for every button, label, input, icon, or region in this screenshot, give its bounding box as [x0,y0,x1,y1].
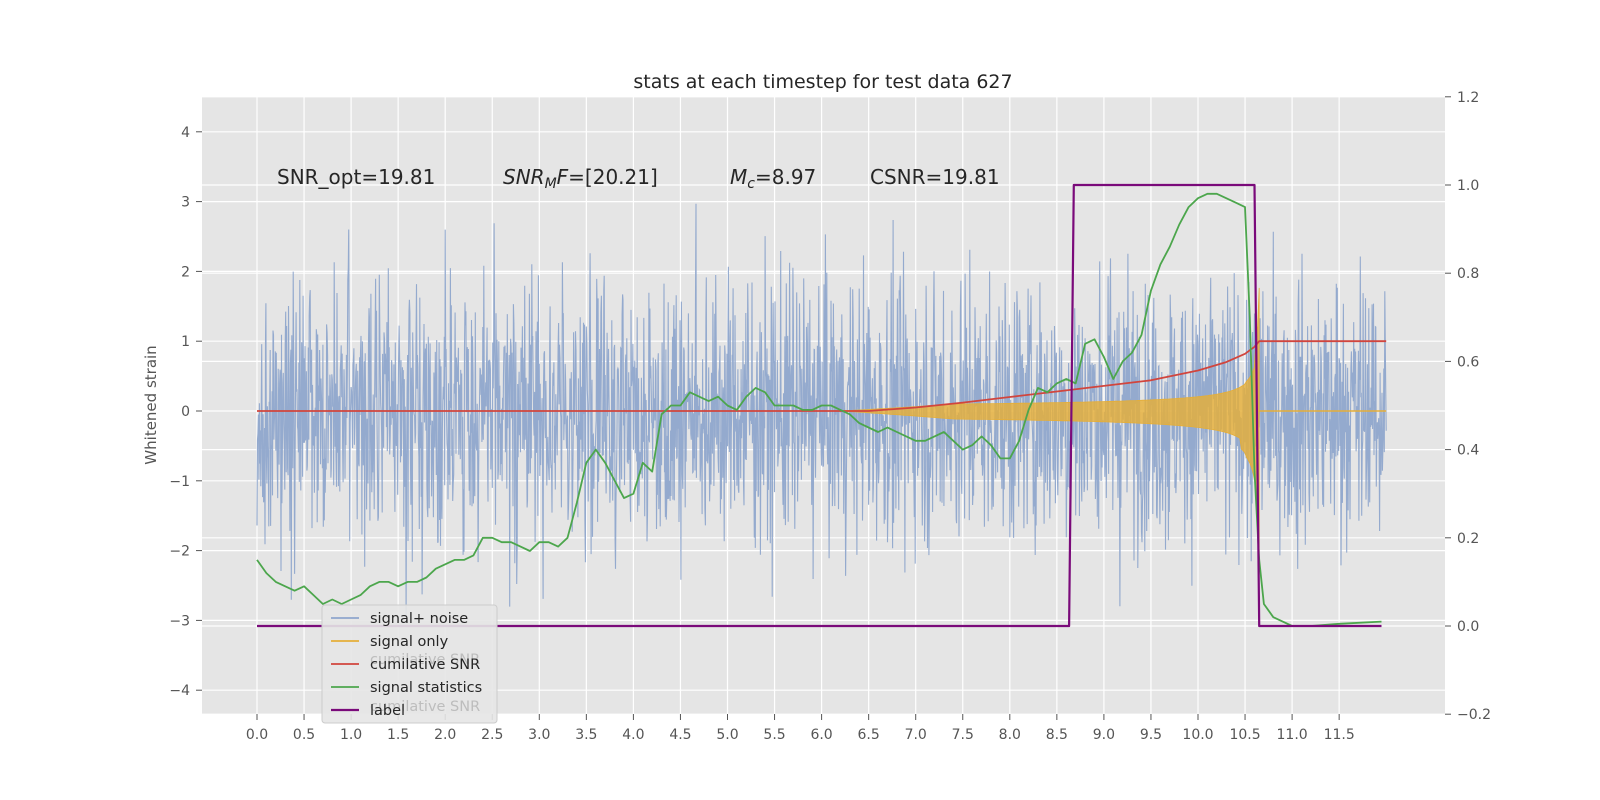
signal-only-series [840,287,1387,553]
x-tick-label: 6.5 [858,727,880,743]
label-series [257,183,1382,628]
label-line [257,183,1382,628]
y-tick-label: 1 [181,334,190,350]
x-tick-label: 7.0 [905,727,927,743]
x-tick-label: 3.5 [575,727,597,743]
x-tick-label: 5.0 [716,727,738,743]
cumulative-snr-line [257,340,1387,412]
y2-tick-label: 0.8 [1457,266,1479,282]
y2-tick-label: 0.4 [1457,443,1479,459]
y2-tick-label: 0.2 [1457,531,1479,547]
x-tick-label: 10.5 [1229,727,1260,743]
y2-axis-ticks: −0.2 0.0 0.2 0.4 0.6 0.8 1.0 1.2 [1445,90,1491,723]
legend-entry-label: signal statistics [370,680,482,696]
y-tick-label: 3 [181,195,190,211]
y-tick-label: −4 [169,683,190,699]
legend-ghost-text: cumilative SNR [370,652,480,668]
legend-entry-label: label [370,703,405,719]
y-tick-label: −1 [169,474,190,490]
x-tick-label: 7.5 [952,727,974,743]
signal-only-fill [840,287,1260,553]
plot-series [256,183,1387,628]
legend-ghost-text: cumilative SNR [370,699,480,715]
x-tick-label: 0.5 [293,727,315,743]
signal-noise-line [256,203,1387,620]
x-tick-label: 2.0 [434,727,456,743]
x-tick-label: 2.5 [481,727,503,743]
x-tick-label: 3.0 [528,727,550,743]
y-tick-label: −2 [169,544,190,560]
y2-tick-label: 1.0 [1457,178,1479,194]
signal-statistics-line [256,192,1382,627]
x-tick-label: 11.5 [1324,727,1355,743]
y-tick-label: 4 [181,125,190,141]
cumulative-snr-series [257,340,1387,412]
legend-entry-label: cumilative SNR [370,657,480,673]
y-axis-label: Whitened strain [142,345,160,464]
x-tick-label: 6.0 [810,727,832,743]
annotation-text: CSNR=19.81 [870,165,1000,189]
y-tick-label: 2 [181,264,190,280]
y-axis-ticks: −4 −3 −2 −1 0 1 2 3 4 [169,125,202,699]
signal-noise-series [256,203,1387,620]
x-tick-label: 8.5 [1046,727,1068,743]
y-tick-label: −3 [169,613,190,629]
x-tick-label: 10.0 [1182,727,1213,743]
y2-tick-label: 1.2 [1457,90,1479,106]
y2-tick-label: 0.0 [1457,619,1479,635]
legend-entry-label: signal only [370,634,449,650]
x-tick-label: 0.0 [246,727,268,743]
x-tick-label: 1.5 [387,727,409,743]
x-axis-ticks: 0.0 0.5 1.0 1.5 2.0 2.5 3.0 3.5 4.0 4.5 5.0 5.5 6.0 6… [246,714,1355,743]
chart-title: stats at each timestep for test data 627 [633,71,1012,93]
x-tick-label: 8.0 [999,727,1021,743]
x-tick-label: 9.0 [1093,727,1115,743]
x-tick-label: 4.5 [669,727,691,743]
x-tick-label: 4.0 [622,727,644,743]
x-tick-label: 11.0 [1277,727,1308,743]
annotation-text: SNR_opt=19.81 [277,165,435,189]
signal-statistics-series [256,192,1382,627]
annotations: SNR_opt=19.81 SNRMF=[20.21] Mc=8.97 CSNR=19… [277,165,1000,192]
annotation-text: Mc=8.97 [730,165,816,192]
annotation-text: SNRMF=[20.21] [503,165,658,192]
legend-entry-label: signal+ noise [370,611,468,627]
y2-tick-label: −0.2 [1457,707,1491,723]
y-tick-label: 0 [181,404,190,420]
legend-box [321,604,498,724]
x-tick-label: 9.5 [1140,727,1162,743]
y2-tick-label: 0.6 [1457,354,1479,370]
x-tick-label: 1.0 [340,727,362,743]
x-tick-label: 5.5 [763,727,785,743]
